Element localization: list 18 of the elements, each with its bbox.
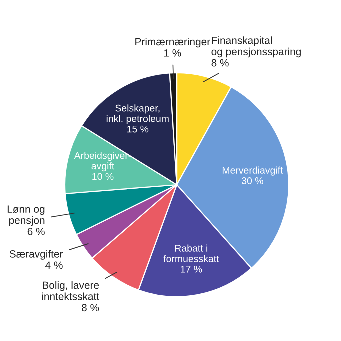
data-label: 1 % — [164, 50, 182, 57]
data-label: 8 % — [212, 59, 229, 67]
data-label: 30 % — [242, 178, 264, 184]
slice-label: Arbeidsgiver- avgift — [74, 152, 132, 172]
slice-label: Finanskapital og pensjonssparing — [212, 36, 301, 58]
slice-label: Rabatt i formuesskatt — [164, 244, 220, 262]
slice-label: Primærnæringer — [136, 38, 210, 48]
data-label: 6 % — [28, 228, 45, 236]
slice-label: Lønn og pensjon — [8, 206, 45, 226]
data-label: 4 % — [46, 262, 63, 270]
slice-label: Merverdiavgift — [222, 166, 284, 176]
data-label: 15 % — [128, 126, 149, 133]
data-label: 17 % — [181, 266, 202, 273]
slice-label: Særavgifter — [10, 250, 64, 260]
slice-label: Selskaper, inkl. petroleum — [106, 104, 169, 124]
data-label: 10 % — [92, 173, 114, 180]
data-label: 8 % — [82, 304, 100, 312]
slice-label: Bolig, lavere inntektsskatt — [42, 281, 100, 300]
